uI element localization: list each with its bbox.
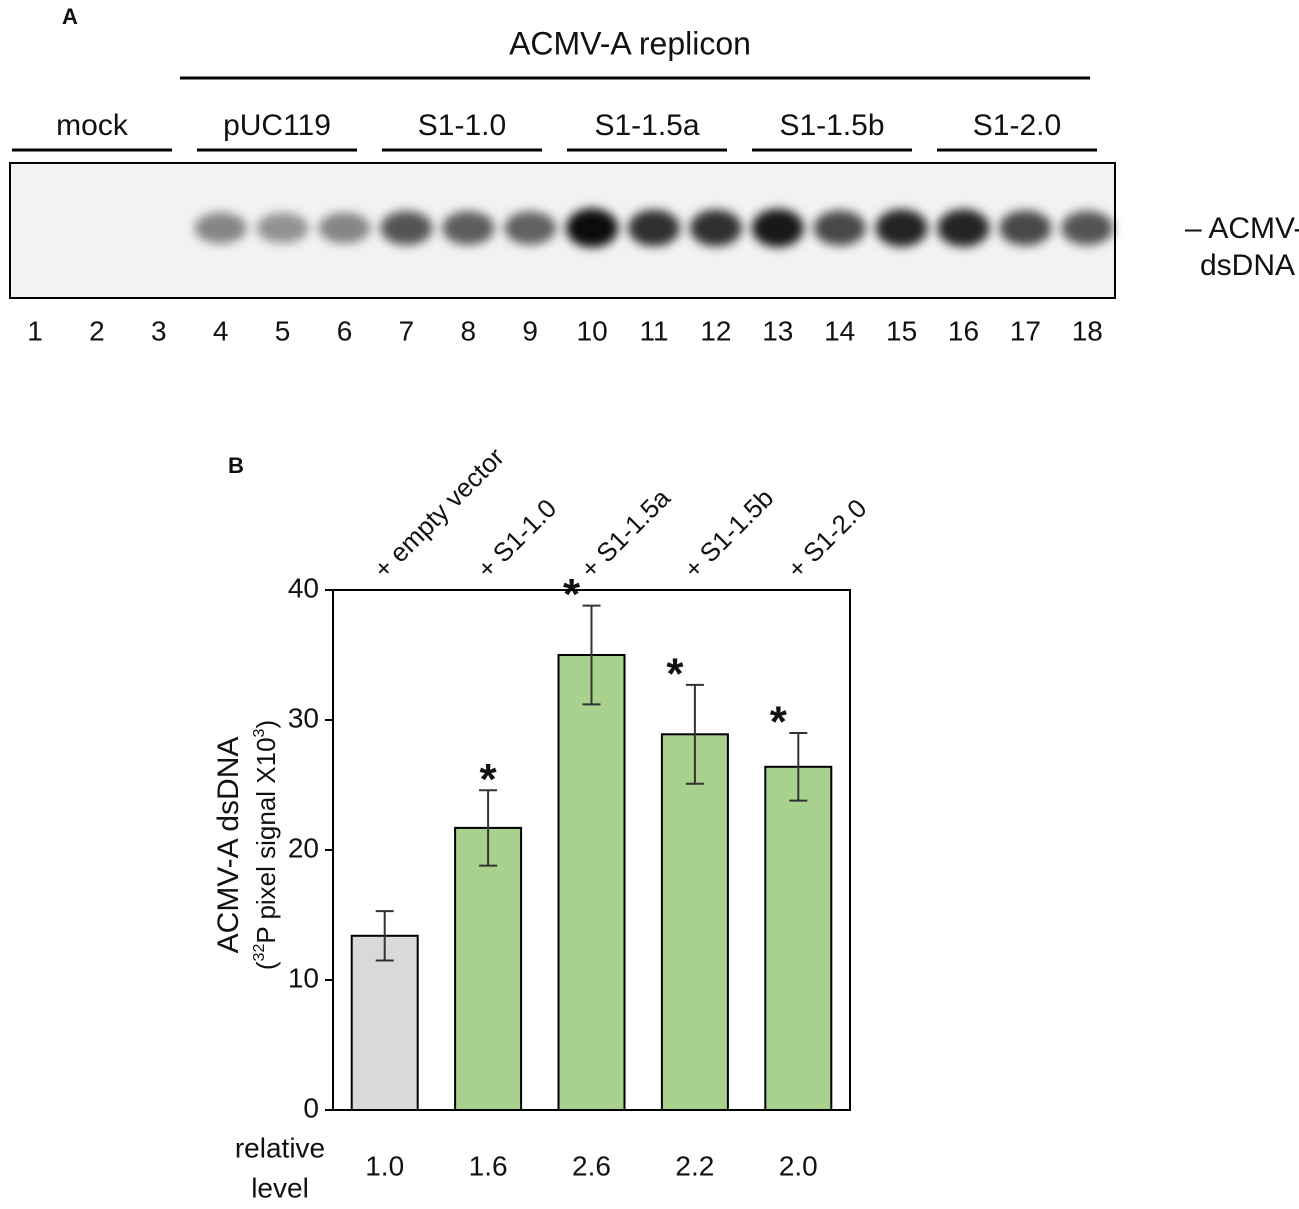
y-axis-label-part: P pixel signal X10 <box>251 737 281 943</box>
group-label: S1-1.0 <box>418 109 506 142</box>
band <box>442 211 495 245</box>
lane-number: 13 <box>762 315 793 346</box>
band <box>751 208 804 248</box>
group-label: S1-1.5a <box>594 109 699 142</box>
bar <box>557 654 626 1111</box>
lane-number: 1 <box>27 315 43 346</box>
lane-number: 16 <box>948 315 979 346</box>
error-bar <box>479 789 498 867</box>
error-bar <box>685 683 704 785</box>
category-label: + S1-1.5a <box>574 482 676 584</box>
group-label: S1-1.5b <box>779 109 884 142</box>
significance-mark: * <box>770 698 788 747</box>
band <box>999 210 1052 246</box>
band-label: – ACMV-A <box>1185 212 1299 245</box>
row-label: level <box>251 1172 309 1203</box>
category-label: + S1-2.0 <box>781 493 872 584</box>
relative-level: 1.6 <box>469 1150 508 1181</box>
y-axis-label-part: 3 <box>251 728 268 737</box>
replicon-label: ACMV-A replicon <box>509 25 751 61</box>
category-label: + S1-1.5b <box>678 483 779 584</box>
y-tick-label: 40 <box>288 572 319 603</box>
y-axis-label: ACMV-A dsDNA <box>212 737 245 954</box>
relative-level: 2.2 <box>675 1150 714 1181</box>
lane-number: 4 <box>213 315 229 346</box>
y-tick-label: 30 <box>288 702 319 733</box>
y-tick-label: 10 <box>288 962 319 993</box>
band <box>318 212 371 244</box>
group-label: pUC119 <box>223 109 331 142</box>
band <box>628 209 680 247</box>
lane-number: 12 <box>700 315 731 346</box>
relative-level: 1.0 <box>365 1150 404 1181</box>
panel-label: B <box>228 453 244 478</box>
error-bar <box>375 910 394 962</box>
error-bar <box>789 732 808 802</box>
lane-number: 6 <box>337 315 353 346</box>
bar <box>454 826 523 1112</box>
band <box>937 209 990 247</box>
significance-mark: * <box>563 570 581 619</box>
relative-level: 2.0 <box>779 1150 818 1181</box>
y-axis-label-part: ( <box>251 961 281 970</box>
y-axis-label-part: ) <box>251 720 281 729</box>
panel-label: A <box>62 4 78 29</box>
band <box>1061 210 1114 246</box>
band <box>813 210 866 246</box>
bar <box>660 733 729 1111</box>
band <box>194 212 247 244</box>
lane-number: 9 <box>522 315 538 346</box>
error-bar <box>582 604 601 706</box>
bar <box>350 934 419 1111</box>
row-label: relative <box>235 1132 325 1163</box>
y-tick-label: 20 <box>288 832 319 863</box>
gel <box>9 162 1116 299</box>
significance-mark: * <box>480 755 498 804</box>
relative-level: 2.6 <box>572 1150 611 1181</box>
bar <box>764 765 833 1111</box>
y-axis-label: (32P pixel signal X103) <box>251 720 281 970</box>
y-tick-label: 0 <box>303 1092 319 1123</box>
plot-frame <box>332 589 851 1111</box>
lane-number: 8 <box>461 315 477 346</box>
band <box>256 212 309 244</box>
band-label: dsDNA <box>1200 249 1295 282</box>
significance-mark: * <box>666 650 684 699</box>
lane-number: 14 <box>824 315 855 346</box>
band <box>380 210 433 246</box>
y-axis-label-part: 32 <box>251 944 268 962</box>
lane-number: 3 <box>151 315 167 346</box>
bands <box>194 208 1114 248</box>
lane-number: 11 <box>639 315 668 346</box>
band <box>875 209 928 247</box>
lane-number: 5 <box>275 315 291 346</box>
lane-number: 7 <box>399 315 415 346</box>
lane-number: 18 <box>1072 315 1103 346</box>
lane-number: 15 <box>886 315 917 346</box>
band <box>689 209 742 247</box>
band <box>566 208 619 248</box>
band <box>504 211 557 245</box>
category-label: + S1-1.0 <box>471 493 562 584</box>
lane-number: 2 <box>89 315 105 346</box>
group-label: S1-2.0 <box>973 109 1061 142</box>
group-label: mock <box>56 109 129 142</box>
lane-number: 17 <box>1010 315 1041 346</box>
lane-number: 10 <box>577 315 608 346</box>
